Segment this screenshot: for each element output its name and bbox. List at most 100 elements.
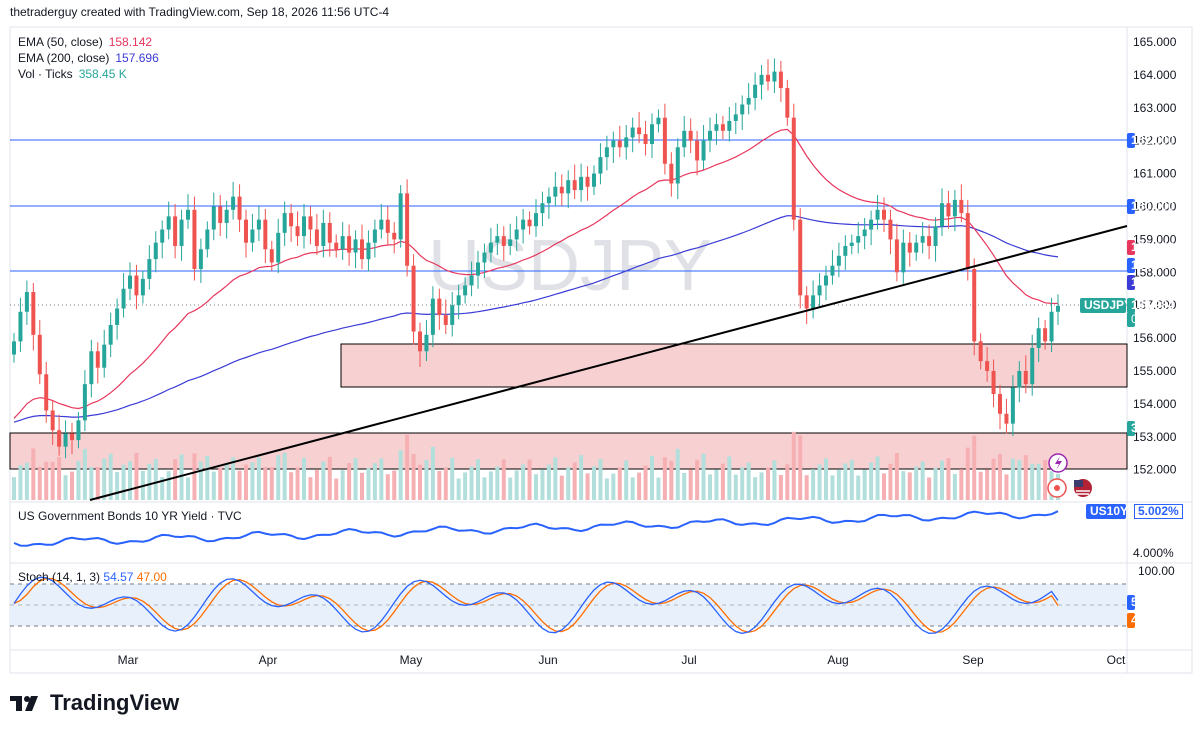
candle-body [1030,347,1035,385]
stoch-band [10,584,1127,626]
candle-body [63,433,68,447]
bond-panel-label[interactable]: US Government Bonds 10 YR Yield · TVC [18,509,242,523]
candle-body [862,229,867,237]
candles [12,58,1060,459]
ema50-legend[interactable]: EMA (50, close) 158.142 [18,35,152,49]
candle-body [927,236,932,246]
candle-body [405,193,410,266]
stoch-k-value: 54.57 [103,570,134,584]
volume-bar [933,467,938,500]
candle-body [508,239,513,246]
volume-bar [804,475,809,500]
candle-body [882,209,886,220]
volume-bar [940,460,944,500]
trendline[interactable] [89,225,1128,501]
candle-body [1010,387,1015,424]
candle-body [398,193,403,240]
candle-body [295,226,300,237]
candle-body [611,140,616,148]
volume-bar [134,452,139,500]
last-price-tag: 156.984 [1127,298,1174,313]
volume-bar [630,477,635,500]
volume-bar [147,463,152,500]
candle-body [540,203,545,214]
volume-bar [160,477,165,500]
level-158-tag: 158.000 [1127,258,1174,273]
volume-bar [63,475,68,500]
volume-bar [24,462,29,500]
volume-bar [302,457,306,500]
volume-bar [405,434,410,500]
volume-bar [675,448,680,500]
volume-bar [437,471,442,500]
volume-bar [592,466,596,500]
candle-body [727,120,732,131]
candle-body [824,275,828,286]
volume-bar [179,454,184,500]
candle-body [1056,305,1060,312]
candle-body [147,259,152,279]
volume-bar [566,467,571,500]
volume-bar [360,472,364,500]
volume-bar [70,471,74,500]
candle-body [482,252,487,263]
candle-body [637,127,642,135]
candle-body [385,219,390,233]
volume-bar [276,455,281,500]
candle-body [250,229,255,243]
candle-body [978,341,983,362]
volume-bar [1017,460,1022,500]
volume-bar [289,472,294,500]
candle-body [514,229,519,240]
candle-body [894,239,899,273]
volume-tag: 358.45 K [1127,421,1180,436]
price-axis-tick: 160.000 [1133,200,1177,214]
candle-body [231,196,236,210]
candle-body [527,219,532,227]
volume-bar [18,465,23,500]
volume-bar [688,469,693,500]
candle-body [198,249,203,270]
candle-body [205,229,210,250]
volume-bar [115,472,120,500]
volume-bar [772,460,777,500]
ema50-tag: 158.142 [1127,240,1174,255]
volume-bar [321,461,326,500]
volume-bar [682,473,687,500]
ema50-legend-value: 158.142 [108,35,153,49]
volume-bar [366,468,371,500]
volume-bar [579,455,584,500]
candle-body [720,124,725,131]
price-axis-tick: 156.000 [1133,331,1177,345]
candle-body [804,295,809,309]
stoch-legend[interactable]: Stoch (14, 1, 3) 54.57 47.00 [18,570,167,584]
us10y-symbol-tag: US10Y [1086,504,1128,519]
candle-body [785,88,790,118]
volume-legend[interactable]: Vol · Ticks 358.45 K [18,67,127,81]
price-axis-tick: 164.000 [1133,68,1177,82]
candle-body [592,173,596,187]
candle-body [12,341,16,355]
volume-bar [650,455,654,500]
volume-bar [95,467,100,500]
candle-body [179,219,184,246]
volume-bar [244,464,248,500]
volume-bar [882,473,886,500]
candle-body [598,157,603,174]
tradingview-logo[interactable]: TradingView [10,690,179,716]
candle-body [128,275,132,289]
ema200-tag: 157.696 [1127,275,1174,290]
candle-body [1036,328,1041,348]
price-axis-tick: 154.000 [1133,397,1177,411]
candle-body [991,371,996,395]
ema200-legend[interactable]: EMA (200, close) 157.696 [18,51,159,65]
volume-bar [817,464,822,500]
stoch-axis-100: 100.00 [1138,564,1175,578]
volume-bar [746,462,751,500]
candle-body [488,242,493,253]
candle-body [263,219,268,250]
price-axis-tick: 158.000 [1133,265,1177,279]
candle-body [372,229,377,243]
volume-bar [624,460,629,500]
